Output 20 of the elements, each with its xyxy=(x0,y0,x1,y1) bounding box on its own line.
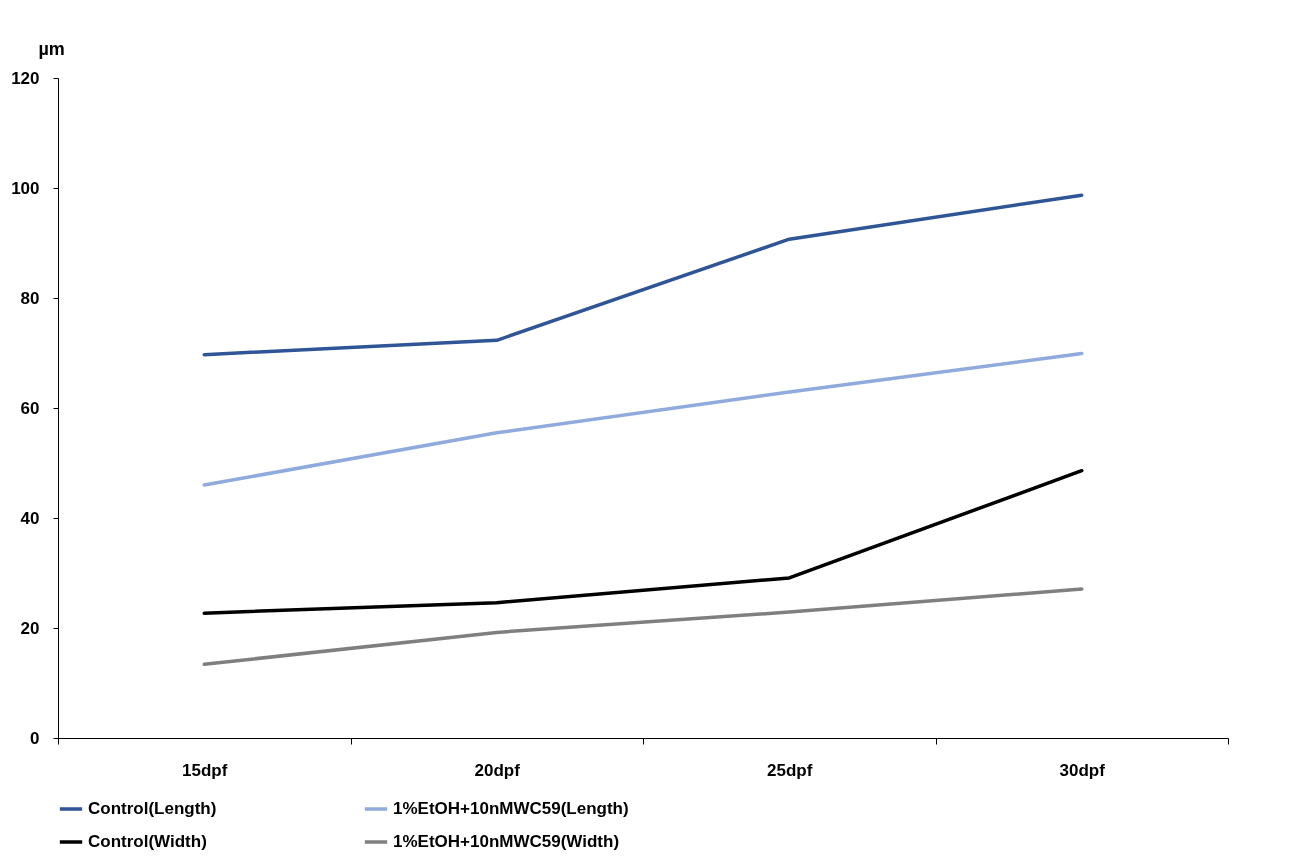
x-tick-label: 20dpf xyxy=(474,760,521,780)
y-axis-title: µm xyxy=(38,38,65,59)
legend-label: 1%EtOH+10nMWC59(Length) xyxy=(393,799,629,818)
y-tick-label: 0 xyxy=(30,728,40,748)
line-series xyxy=(202,351,1084,487)
y-tick-label: 40 xyxy=(20,508,40,528)
line-series xyxy=(202,193,1084,357)
y-tick-label: 100 xyxy=(11,178,40,198)
line-series xyxy=(202,468,1084,615)
y-tick-label: 120 xyxy=(11,68,40,88)
y-tick-label: 80 xyxy=(20,288,40,308)
legend-label: Control(Length) xyxy=(88,799,217,818)
y-tick-label: 60 xyxy=(20,398,40,418)
line-series xyxy=(202,587,1084,667)
x-tick-label: 25dpf xyxy=(767,760,813,780)
x-tick-label: 30dpf xyxy=(1059,760,1106,780)
y-tick-label: 20 xyxy=(20,618,40,638)
legend-label: 1%EtOH+10nMWC59(Width) xyxy=(393,832,620,851)
x-tick-label: 15dpf xyxy=(182,760,228,780)
legend-label: Control(Width) xyxy=(88,832,207,851)
